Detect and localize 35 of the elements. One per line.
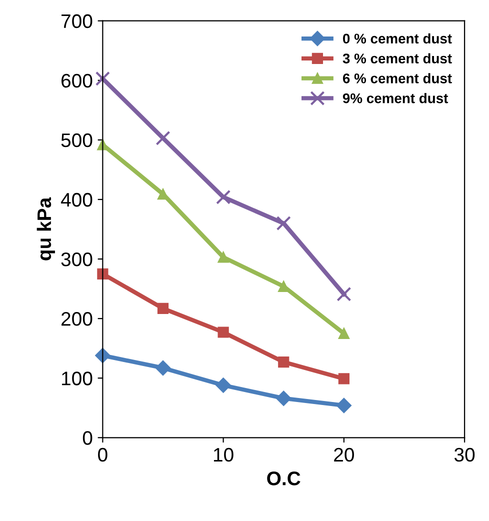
point (338, 328, 350, 339)
y-axis-title: qu kPa (36, 197, 55, 260)
point (218, 252, 229, 263)
point (276, 216, 291, 231)
point (95, 348, 110, 364)
legend-label: 0 % cement dust (343, 33, 452, 44)
y-tick-label: 300 (61, 252, 92, 266)
x-axis-title: O.C (267, 472, 300, 486)
point (338, 373, 350, 384)
point (218, 326, 229, 338)
point (278, 356, 290, 368)
point (276, 390, 292, 406)
y-tick-label: 0 (82, 431, 92, 445)
point (336, 286, 352, 302)
point (216, 190, 231, 204)
legend-label: 9% cement dust (342, 93, 448, 104)
point (156, 130, 170, 146)
x-tick-label: 10 (214, 448, 234, 462)
point (155, 360, 171, 376)
point (97, 268, 108, 280)
x-tick-label: 20 (334, 448, 354, 462)
point (216, 378, 231, 393)
point (95, 71, 110, 86)
y-tick-label: 700 (62, 14, 92, 28)
y-tick-label: 600 (62, 74, 92, 88)
x-tick-label: 0 (98, 448, 108, 462)
y-tick-label: 400 (60, 192, 92, 207)
y-tick-label: 500 (61, 133, 92, 148)
x-tick-label: 30 (454, 448, 475, 462)
legend-label: 6 % cement dust (342, 73, 452, 84)
y-tick-label: 100 (62, 372, 92, 386)
point (336, 398, 352, 414)
point (157, 302, 169, 314)
legend-label: 3 % cement dust (342, 53, 452, 64)
y-tick-label: 200 (62, 312, 92, 326)
